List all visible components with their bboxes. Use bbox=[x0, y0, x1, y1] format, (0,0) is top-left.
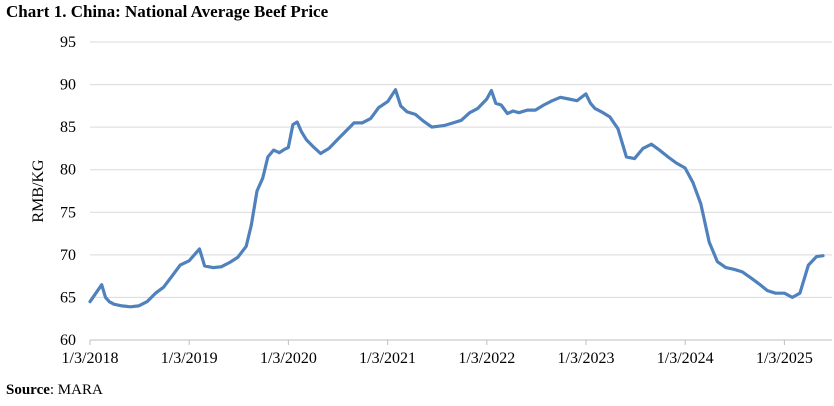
x-axis-ticks: 1/3/2018 1/3/2019 1/3/2020 1/3/2021 1/3/2022… bbox=[62, 340, 813, 367]
y-axis-ticks: 60 65 70 75 80 85 90 95 bbox=[60, 34, 76, 349]
x-tick-label-1/3/2022: 1/3/2022 bbox=[458, 350, 515, 367]
y-tick-label-60: 60 bbox=[60, 332, 76, 349]
y-tick-label-90: 90 bbox=[60, 77, 76, 94]
x-tick-label-1/3/2023: 1/3/2023 bbox=[558, 350, 615, 367]
x-tick-label-1/3/2019: 1/3/2019 bbox=[161, 350, 218, 367]
source-text: : MARA bbox=[49, 382, 103, 398]
line-chart: 60 65 70 75 80 85 90 95 1/3/2018 1/3/2019 1/3/202… bbox=[30, 34, 832, 367]
x-tick-label-1/3/2018: 1/3/2018 bbox=[62, 350, 119, 367]
gridlines bbox=[90, 41, 832, 298]
y-tick-label-95: 95 bbox=[60, 34, 76, 51]
y-tick-label-65: 65 bbox=[60, 289, 76, 306]
series-line-beef-price bbox=[88, 88, 825, 309]
y-tick-label-70: 70 bbox=[60, 247, 76, 264]
y-tick-label-75: 75 bbox=[60, 204, 76, 221]
y-axis-label: RMB/KG bbox=[30, 159, 47, 223]
x-tick-label-1/3/2020: 1/3/2020 bbox=[260, 350, 317, 367]
y-tick-label-80: 80 bbox=[60, 162, 76, 179]
x-tick-label-1/3/2021: 1/3/2021 bbox=[359, 350, 416, 367]
source-note: Source: MARA bbox=[6, 382, 103, 399]
x-tick-label-1/3/2024: 1/3/2024 bbox=[657, 350, 714, 367]
y-tick-label-85: 85 bbox=[60, 119, 76, 136]
x-tick-label-1/3/2025: 1/3/2025 bbox=[756, 350, 813, 367]
source-label: Source bbox=[6, 382, 50, 398]
chart-title: Chart 1. China: National Average Beef Pr… bbox=[6, 2, 329, 21]
